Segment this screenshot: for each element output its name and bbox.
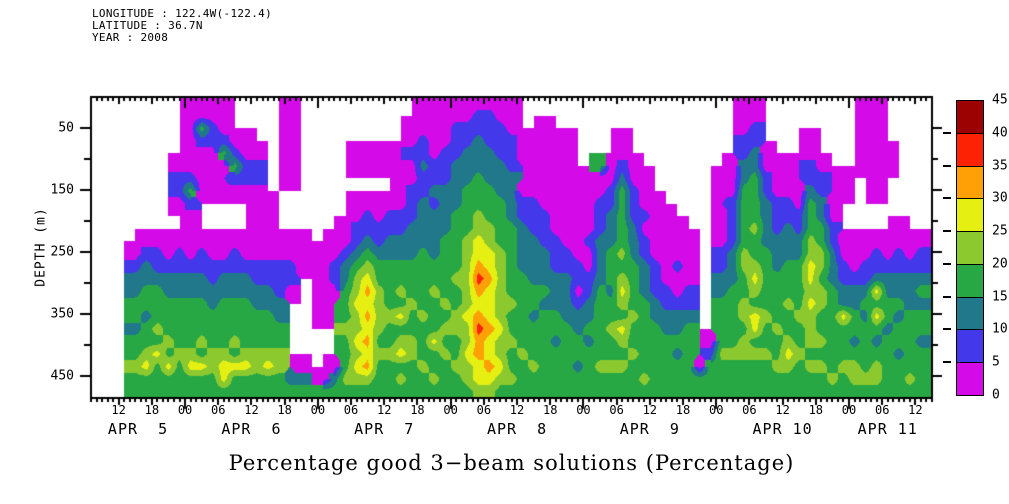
- colorbar-tick: [943, 164, 951, 167]
- x-hour-label: 12: [509, 403, 525, 417]
- colorbar-label: 35: [992, 158, 1008, 174]
- colorbar-tick: [943, 230, 951, 233]
- x-hour-label: 06: [742, 403, 757, 417]
- x-hour-label: 12: [377, 403, 392, 417]
- colorbar-label: 10: [992, 321, 1008, 337]
- colorbar: [956, 100, 984, 396]
- colorbar-tick: [943, 197, 951, 200]
- colorbar-tick: [943, 328, 951, 331]
- x-hour-label: 12: [775, 403, 790, 417]
- colorbar-segment: [956, 132, 984, 167]
- x-hour-label: 06: [476, 403, 492, 417]
- header-longitude: LONGITUDE : 122.4W(-122.4): [92, 7, 272, 20]
- colorbar-tick: [943, 262, 951, 265]
- colorbar-segment: [956, 362, 984, 396]
- colorbar-segment: [956, 231, 984, 265]
- x-hour-label: 00: [708, 403, 724, 417]
- colorbar-tick: [943, 361, 951, 364]
- colorbar-tick: [943, 131, 951, 134]
- x-hour-label: 06: [609, 403, 624, 417]
- x-date-label: APR 10: [752, 420, 813, 438]
- colorbar-segment: [956, 263, 984, 298]
- x-hour-label: 12: [244, 403, 259, 417]
- x-hour-label: 00: [841, 403, 857, 417]
- colorbar-label: 0: [992, 387, 1000, 403]
- colorbar-tick: [943, 295, 951, 298]
- x-hour-label: 18: [808, 403, 824, 417]
- x-hour-label: 18: [277, 403, 292, 417]
- y-tick-label: 450: [50, 368, 74, 384]
- colorbar-label: 20: [992, 256, 1008, 272]
- x-hour-label: 18: [675, 403, 691, 417]
- colorbar-segment: [956, 329, 984, 364]
- header-latitude: LATITUDE : 36.7N: [92, 19, 203, 32]
- colorbar-segment: [956, 198, 984, 233]
- x-date-label: APR 8: [486, 420, 548, 438]
- header-year: YEAR : 2008: [92, 31, 169, 44]
- x-hour-label: 00: [177, 403, 193, 417]
- x-date-label: APR 5: [107, 420, 169, 438]
- y-tick-label: 350: [50, 306, 74, 322]
- y-tick-label: 50: [58, 120, 74, 136]
- x-date-label: APR 7: [354, 420, 415, 438]
- x-hour-label: 12: [908, 403, 923, 417]
- colorbar-label: 40: [992, 125, 1008, 141]
- colorbar-label: 25: [992, 223, 1008, 239]
- x-hour-label: 12: [111, 403, 126, 417]
- x-hour-label: 06: [211, 403, 226, 417]
- chart-title: Percentage good 3−beam solutions (Percen…: [228, 451, 795, 475]
- y-tick-label: 150: [50, 182, 74, 198]
- colorbar-label: 15: [992, 289, 1008, 305]
- x-hour-label: 00: [443, 403, 458, 417]
- y-tick-label: 250: [50, 244, 74, 260]
- x-hour-label: 18: [542, 403, 558, 417]
- colorbar-segment: [956, 100, 984, 134]
- x-hour-label: 12: [642, 403, 658, 417]
- x-date-label: APR 9: [619, 420, 680, 438]
- x-hour-label: 00: [310, 403, 326, 417]
- colorbar-label: 45: [992, 92, 1008, 108]
- x-date-label: APR 6: [221, 420, 282, 438]
- x-hour-label: 18: [144, 403, 160, 417]
- x-hour-label: 06: [874, 403, 890, 417]
- x-hour-label: 00: [576, 403, 591, 417]
- x-hour-label: 06: [343, 403, 359, 417]
- colorbar-segment: [956, 296, 984, 331]
- colorbar-segment: [956, 165, 984, 200]
- x-date-label: APR 11: [857, 420, 918, 438]
- x-hour-label: 18: [410, 403, 425, 417]
- colorbar-label: 5: [992, 354, 1000, 370]
- colorbar-label: 30: [992, 190, 1008, 206]
